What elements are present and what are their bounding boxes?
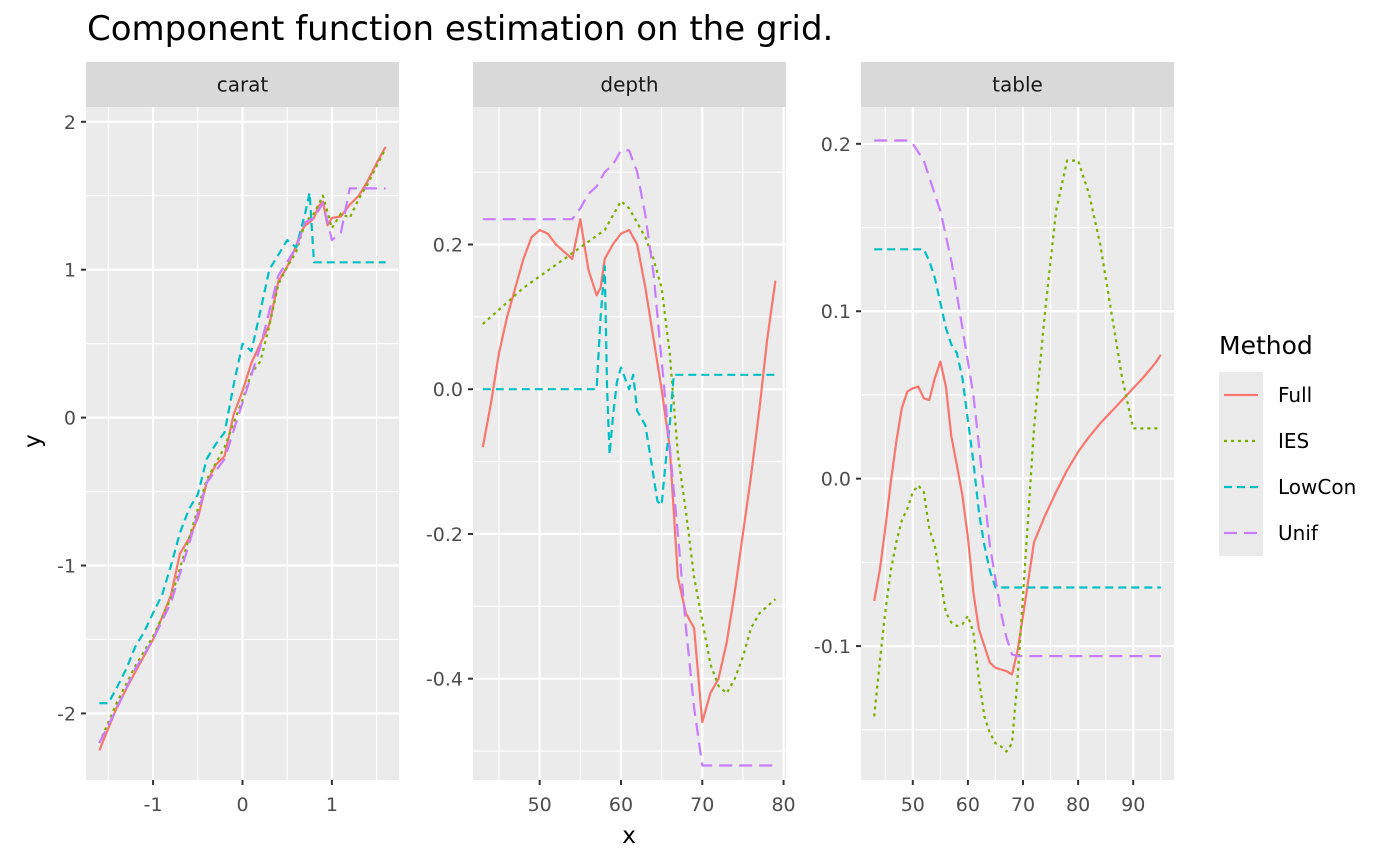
strip-label: table: [992, 73, 1043, 97]
y-tick-label: -0.1: [814, 636, 851, 658]
legend-label-full: Full: [1278, 383, 1312, 407]
legend-key-background: [1219, 372, 1263, 556]
series-line-full: [873, 354, 1162, 676]
x-tick-label: -1: [144, 794, 163, 816]
x-tick-label: 80: [1066, 794, 1090, 816]
strip-label: carat: [217, 73, 269, 97]
y-tick-label: -0.4: [426, 669, 463, 691]
series-line-full: [481, 218, 777, 724]
series-line-lowcon: [874, 248, 1161, 589]
y-tick-label: -1: [57, 556, 76, 578]
series-line-lowcon: [482, 265, 776, 507]
x-tick-label: 1: [326, 794, 338, 816]
facet-panel-carat: carat -1 0 1 -2 -1 0 1 2: [57, 62, 399, 816]
strip-background: [86, 62, 399, 107]
series-group: [98, 146, 387, 751]
series-line-ies: [98, 147, 387, 744]
x-tick-label: 70: [690, 794, 714, 816]
series-line-lowcon: [99, 191, 386, 705]
y-tick-label: 0.2: [433, 234, 463, 256]
y-tick-label: 1: [64, 260, 76, 282]
series-line-unif: [482, 149, 776, 767]
x-tick-label: 70: [1011, 794, 1035, 816]
series-group: [481, 149, 777, 767]
x-tick-label: 0: [236, 794, 248, 816]
series-line-full: [98, 146, 387, 751]
y-tick-label: 2: [64, 112, 76, 134]
series-line-unif: [98, 187, 386, 744]
x-axis-title: x: [622, 823, 636, 849]
facet-panel-depth: depth 50 60 70 80 -0.4 -0.2 0.0 0.2: [426, 62, 796, 816]
legend-title: Method: [1219, 331, 1313, 360]
y-axis-title: y: [20, 434, 46, 448]
strip-label: depth: [600, 73, 658, 97]
legend: Method Full IES LowCon Unif: [1219, 331, 1356, 556]
y-tick-label: -2: [57, 703, 76, 725]
series-line-unif: [874, 139, 1161, 658]
panel-background: [861, 107, 1174, 780]
x-tick-label: 60: [956, 794, 980, 816]
y-tick-label: 0: [64, 408, 76, 430]
facet-panel-table: table 50 60 70 80 90 -0.1 0.0 0.1 0.2: [814, 62, 1174, 816]
x-tick-label: 50: [901, 794, 925, 816]
y-tick-label: 0.1: [821, 301, 851, 323]
strip-background: [473, 62, 786, 107]
y-tick-label: 0.0: [433, 379, 463, 401]
legend-label-unif: Unif: [1278, 521, 1319, 545]
series-group: [873, 139, 1162, 753]
chart-title: Component function estimation on the gri…: [87, 9, 833, 49]
series-line-ies: [482, 200, 777, 695]
series-line-ies: [873, 159, 1161, 753]
x-tick-label: 80: [771, 794, 795, 816]
y-tick-label: -0.2: [426, 524, 463, 546]
facet-panels: carat -1 0 1 -2 -1 0 1 2 depth 50 60 70 80 -0.4 -0.2 0.0…: [57, 62, 1174, 816]
x-tick-label: 90: [1121, 794, 1145, 816]
y-tick-label: 0.0: [821, 469, 851, 491]
strip-background: [861, 62, 1174, 107]
y-tick-label: 0.2: [821, 134, 851, 156]
legend-label-lowcon: LowCon: [1278, 475, 1356, 499]
x-tick-label: 60: [609, 794, 633, 816]
legend-label-ies: IES: [1278, 429, 1309, 453]
x-tick-label: 50: [528, 794, 552, 816]
